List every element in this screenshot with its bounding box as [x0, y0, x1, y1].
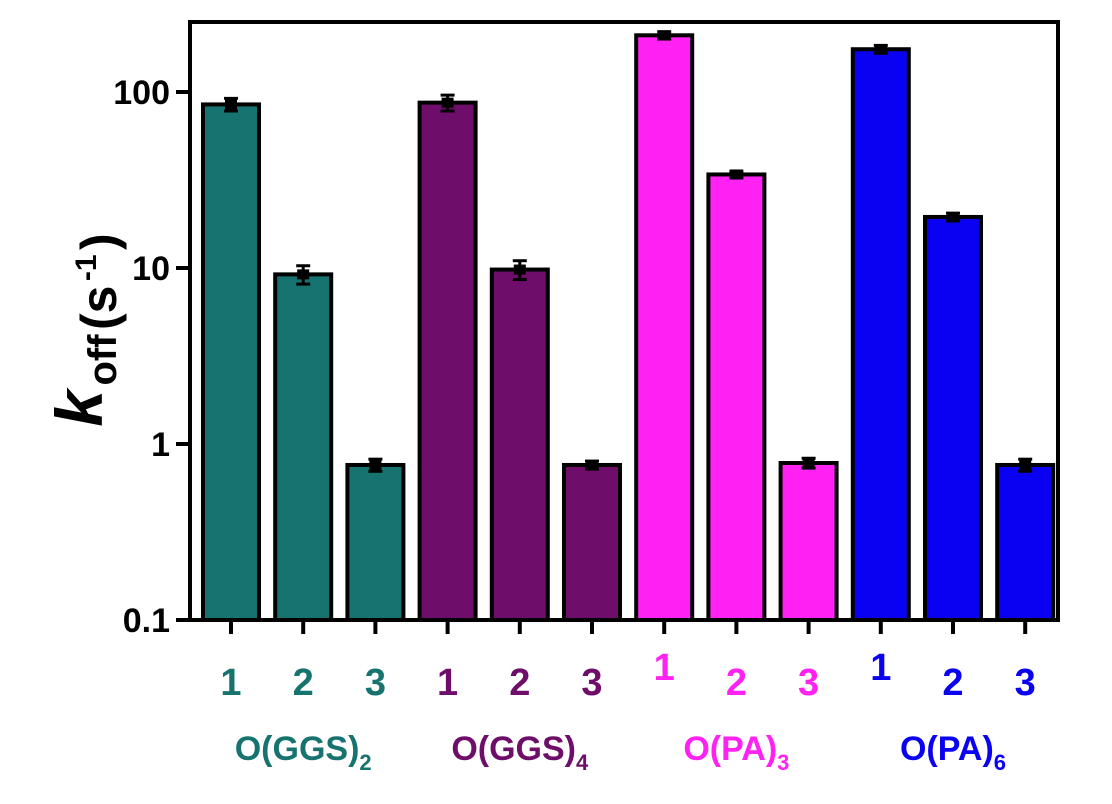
error-bar	[585, 459, 599, 471]
y-tick-label: 0.1	[123, 602, 170, 640]
bar	[778, 460, 839, 623]
x-tick-label: 2	[293, 662, 314, 704]
y-tick-label: 10	[132, 250, 170, 288]
x-tick-label: 1	[220, 662, 241, 704]
x-tick-label: 3	[1015, 662, 1036, 704]
x-tick-label: 2	[942, 662, 963, 704]
y-axis-title-subscript: off	[81, 334, 125, 386]
bars-layer	[201, 33, 1056, 623]
error-bar	[657, 30, 672, 41]
error-bars-layer	[224, 30, 1033, 473]
bar	[273, 272, 334, 622]
y-axis-title-unit-exponent: -1	[70, 254, 103, 281]
y-axis-title-unit-close: )	[71, 233, 127, 250]
group-label: O(PA)3	[683, 730, 789, 775]
bar	[562, 462, 622, 622]
x-tick-label: 3	[365, 662, 386, 704]
error-bar	[224, 96, 238, 113]
y-axis: 0.1 1 10 100	[113, 74, 190, 640]
category-labels: 1 2 3O(GGS)21 2 3O(GGS)41 2 3O(PA)31 2 3O(PA)6	[220, 647, 1035, 775]
x-tick-label: 2	[509, 662, 530, 704]
x-axis	[229, 620, 1028, 634]
error-bar	[873, 43, 888, 55]
error-bar	[512, 259, 527, 282]
error-bar	[296, 264, 311, 286]
y-axis-title: k off (s -1 )	[42, 233, 127, 426]
error-bar	[729, 169, 744, 180]
group-label: O(GGS)2	[235, 730, 372, 775]
x-tick-label: 1	[870, 647, 891, 689]
bar	[923, 214, 983, 622]
error-bar	[440, 93, 455, 113]
group-label: O(PA)6	[900, 730, 1006, 775]
error-bar	[801, 456, 816, 470]
y-tick-label: 100	[113, 74, 170, 112]
y-tick-label: 1	[151, 426, 170, 464]
plot-frame	[188, 20, 1060, 622]
bar	[489, 267, 550, 622]
group-label: O(GGS)4	[451, 730, 589, 775]
y-axis-title-unit: (s	[71, 286, 127, 330]
bar	[850, 47, 911, 623]
x-tick-label: 1	[654, 647, 675, 689]
y-axis-title-symbol: k	[42, 387, 116, 427]
x-tick-label: 3	[581, 662, 602, 704]
x-tick-label: 3	[798, 662, 819, 704]
bar	[417, 100, 478, 623]
bar	[995, 462, 1056, 622]
x-tick-label: 2	[726, 662, 747, 704]
error-bar	[1018, 457, 1033, 473]
bar	[706, 172, 767, 622]
x-tick-label: 1	[437, 662, 458, 704]
error-bar	[946, 211, 960, 223]
bar	[634, 33, 695, 622]
bar	[201, 102, 261, 623]
bar	[345, 462, 406, 622]
error-bar	[368, 457, 383, 473]
